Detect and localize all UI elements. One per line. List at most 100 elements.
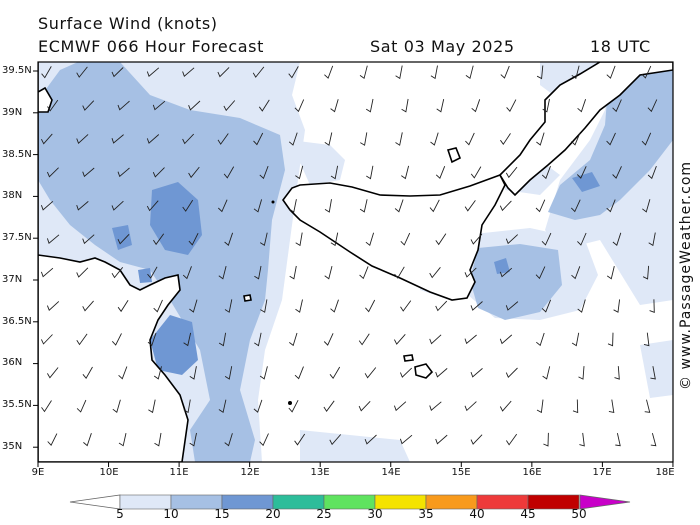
wind-barb <box>224 366 233 380</box>
wind-barb <box>536 132 545 146</box>
sicily-outline <box>282 174 506 301</box>
wind-barb <box>394 266 405 279</box>
wind-barb <box>400 300 412 312</box>
lon-label: 12E <box>240 467 260 478</box>
wind-barb <box>259 165 269 180</box>
wind-barb <box>154 432 162 447</box>
wind-barb <box>505 166 518 179</box>
wind-barb <box>329 434 342 446</box>
lon-label: 11E <box>169 467 189 478</box>
wind-barb <box>189 299 198 313</box>
wind-barb <box>218 467 227 479</box>
wind-barb <box>505 234 519 245</box>
wind-barb <box>254 332 262 347</box>
wind-barb <box>152 167 165 178</box>
wind-barb <box>146 200 159 212</box>
axis-ticks <box>33 70 674 467</box>
wind-barb <box>499 267 513 278</box>
wind-barb <box>464 334 477 345</box>
wind-barb <box>148 399 156 414</box>
lat-label: 35N <box>2 441 23 452</box>
wind-barb <box>430 132 439 146</box>
wind-barb <box>329 366 341 379</box>
wind-barb <box>429 267 441 279</box>
wind-barb <box>183 332 192 347</box>
wind-barb <box>399 434 413 445</box>
wind-barb <box>260 299 268 313</box>
forecast-model: ECMWF 066 Hour Forecast <box>38 37 264 56</box>
wind-barb <box>360 132 368 146</box>
wind-barb <box>464 401 477 412</box>
wind-barb <box>465 132 475 146</box>
wind-barb <box>574 466 579 479</box>
wind-barb <box>364 367 377 379</box>
wind-barb <box>401 98 409 113</box>
wind-barb <box>358 333 370 346</box>
coastlines <box>38 62 673 462</box>
lon-label: 15E <box>451 467 471 478</box>
wind-barb <box>153 233 165 246</box>
wind-barb <box>289 199 297 213</box>
wind-barb <box>572 399 579 414</box>
wind-barb <box>324 65 334 79</box>
wind-barb <box>614 366 620 380</box>
wind-barb <box>294 433 306 446</box>
wind-barb <box>612 166 622 179</box>
wind-barb <box>47 433 58 446</box>
wind-barb <box>500 133 511 145</box>
wind-barb <box>117 233 130 245</box>
wind-barb <box>76 333 88 346</box>
wind-barb <box>470 301 483 311</box>
lat-label: 37.5N <box>2 232 32 243</box>
wind-barb <box>40 200 54 211</box>
wind-barb <box>217 67 230 78</box>
wind-barb <box>579 432 585 447</box>
lon-label: 13E <box>310 467 330 478</box>
wind-barb <box>643 332 650 347</box>
wind-barb <box>359 65 368 80</box>
wind-barb <box>499 200 512 212</box>
wind-barb <box>677 66 686 78</box>
wind-barb <box>76 134 89 144</box>
wind-barb <box>40 267 54 278</box>
map-title: Surface Wind (knots) <box>38 14 218 33</box>
wind-barb <box>330 232 339 247</box>
wind-band-15-20 <box>112 172 600 375</box>
wind-barb <box>366 165 374 180</box>
wind-barb <box>294 99 305 113</box>
wind-barb <box>435 300 448 312</box>
pantelleria-outline <box>243 294 252 302</box>
malta-outline <box>414 363 434 379</box>
wind-barb <box>111 333 122 346</box>
wind-barb <box>606 265 615 280</box>
wind-barb <box>536 332 545 347</box>
lampedusa-dot <box>288 401 292 405</box>
wind-barb <box>111 267 124 279</box>
wind-barb <box>436 99 445 113</box>
sardinia-outline <box>38 86 53 113</box>
wind-barb <box>153 299 163 313</box>
wind-barb <box>289 332 298 347</box>
wind-barb <box>295 299 303 313</box>
wind-barb <box>259 366 268 380</box>
wind-barb <box>607 332 614 347</box>
wind-barb <box>324 132 333 146</box>
wind-barb <box>254 265 262 280</box>
wind-barb <box>118 366 128 380</box>
wind-barb <box>217 199 228 213</box>
wind-barb <box>650 432 657 447</box>
wind-barb <box>612 99 622 113</box>
colorbar-label: 20 <box>265 507 281 521</box>
wind-barb <box>323 400 335 412</box>
wind-barb <box>470 368 483 378</box>
wind-barb <box>571 132 581 146</box>
wind-barb <box>259 232 268 247</box>
wind-barb <box>541 232 552 246</box>
wind-barb <box>365 232 375 246</box>
lat-label: 37N <box>2 274 23 285</box>
wind-barb <box>470 166 482 179</box>
wind-barb <box>218 399 227 414</box>
wind-barb <box>542 366 551 380</box>
wind-barb <box>401 165 410 180</box>
